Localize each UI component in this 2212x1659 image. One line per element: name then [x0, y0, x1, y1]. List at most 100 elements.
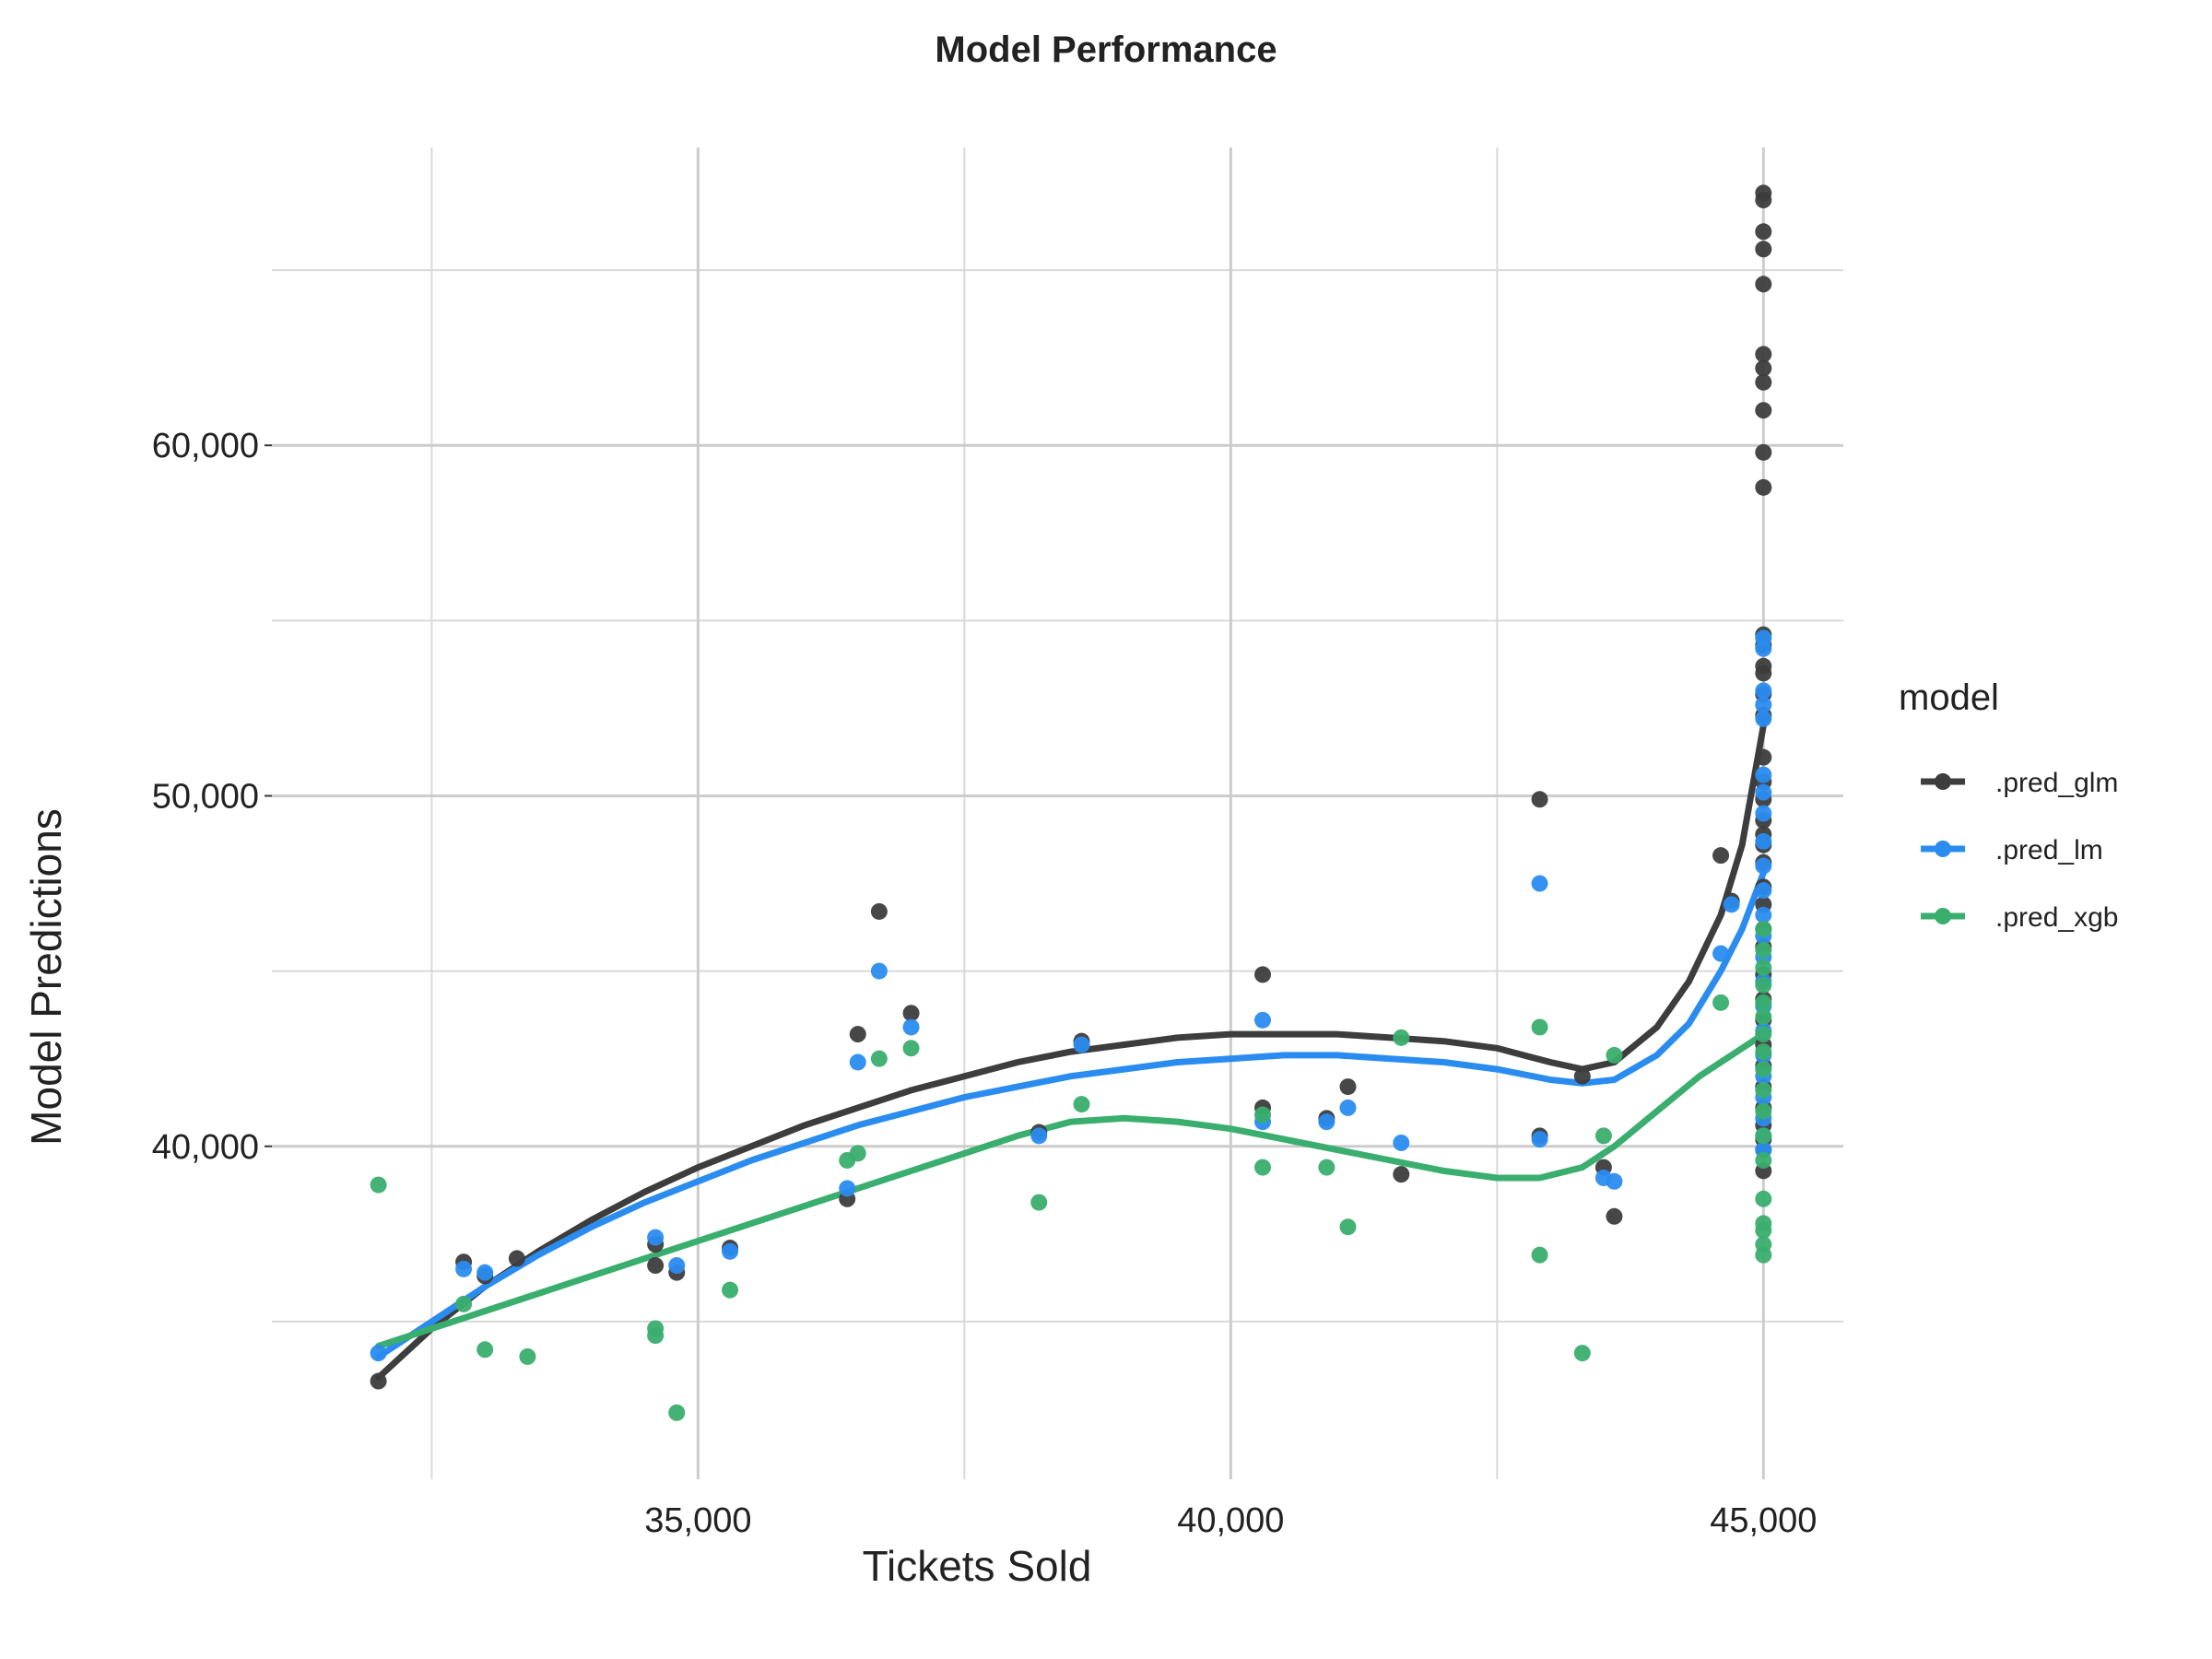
x-axis: 35,000 40,000 45,000: [644, 1501, 1817, 1540]
point-pred_glm: [1755, 192, 1772, 209]
point-pred_xgb: [1755, 959, 1772, 976]
point-pred_glm: [1755, 373, 1772, 391]
smooth-line-pred_lm: [375, 869, 1767, 1360]
point-pred_xgb: [1712, 994, 1730, 1011]
legend-key-point-pred_glm: [1935, 773, 1951, 790]
point-pred_xgb: [1755, 920, 1772, 937]
point-pred_xgb: [1755, 994, 1772, 1011]
legend-key-point-pred_xgb: [1935, 908, 1951, 924]
point-pred_xgb: [902, 1040, 920, 1057]
point-pred_xgb: [1755, 941, 1772, 959]
x-tick-label: 35,000: [644, 1501, 751, 1540]
point-pred_xgb: [1755, 1026, 1772, 1043]
point-pred_xgb: [1755, 976, 1772, 994]
point-pred_xgb: [477, 1341, 494, 1359]
point-pred_lm: [370, 1345, 387, 1362]
point-pred_lm: [1755, 783, 1772, 801]
point-pred_xgb: [1339, 1218, 1357, 1236]
point-pred_glm: [1755, 402, 1772, 419]
point-pred_lm: [1318, 1113, 1335, 1131]
point-pred_xgb: [1606, 1046, 1623, 1064]
point-pred_xgb: [849, 1145, 866, 1162]
point-pred_glm: [1712, 847, 1730, 865]
point-pred_lm: [1755, 805, 1772, 822]
point-pred_glm: [1755, 748, 1772, 766]
x-axis-title: Tickets Sold: [863, 1542, 1092, 1590]
point-pred_xgb: [1755, 1151, 1772, 1169]
point-pred_xgb: [1254, 1159, 1272, 1176]
point-pred_lm: [849, 1053, 866, 1071]
point-pred_xgb: [1755, 1102, 1772, 1120]
point-pred_lm: [1755, 640, 1772, 657]
legend-title: model: [1899, 677, 1999, 718]
point-pred_xgb: [1531, 1246, 1548, 1264]
point-pred_glm: [508, 1250, 525, 1267]
smooth-lines: [375, 722, 1767, 1382]
point-pred_lm: [1531, 1131, 1548, 1148]
point-pred_xgb: [1755, 1246, 1772, 1264]
point-pred_xgb: [370, 1176, 387, 1194]
y-tick-label: 40,000: [152, 1128, 259, 1167]
gridlines: [272, 147, 1843, 1479]
point-pred_glm: [870, 902, 888, 920]
point-pred_lm: [1254, 1011, 1272, 1029]
point-pred_xgb: [1254, 1106, 1272, 1124]
point-pred_lm: [1755, 832, 1772, 850]
point-pred_lm: [668, 1257, 686, 1275]
point-pred_lm: [647, 1229, 665, 1246]
point-pred_glm: [1531, 791, 1548, 808]
point-pred_lm: [870, 962, 888, 980]
point-pred_xgb: [1755, 1222, 1772, 1240]
point-pred_glm: [1755, 223, 1772, 241]
point-pred_lm: [1755, 766, 1772, 783]
point-pred_glm: [849, 1026, 866, 1043]
point-pred_xgb: [1755, 1127, 1772, 1145]
point-pred_lm: [1339, 1099, 1357, 1116]
point-pred_lm: [1073, 1036, 1090, 1053]
point-pred_lm: [722, 1242, 739, 1260]
legend-label-pred_lm: .pred_lm: [1995, 835, 2103, 865]
point-pred_lm: [1030, 1127, 1048, 1145]
point-pred_lm: [1606, 1172, 1623, 1190]
point-pred_glm: [1339, 1078, 1357, 1096]
point-pred_xgb: [1755, 1061, 1772, 1078]
scatter-points: [370, 184, 1772, 1421]
point-pred_glm: [1755, 478, 1772, 496]
point-pred_glm: [1755, 443, 1772, 461]
point-pred_glm: [1755, 346, 1772, 363]
point-pred_xgb: [1531, 1018, 1548, 1036]
point-pred_glm: [1755, 241, 1772, 258]
point-pred_lm: [1755, 710, 1772, 727]
point-pred_glm: [647, 1257, 665, 1275]
point-pred_glm: [1393, 1166, 1410, 1183]
point-pred_xgb: [1073, 1096, 1090, 1113]
point-pred_glm: [1573, 1067, 1591, 1085]
point-pred_glm: [1606, 1207, 1623, 1225]
point-pred_lm: [1755, 882, 1772, 900]
y-tick-label: 60,000: [152, 427, 259, 465]
point-pred_lm: [1531, 875, 1548, 892]
point-pred_xgb: [1393, 1029, 1410, 1046]
point-pred_xgb: [870, 1050, 888, 1067]
point-pred_lm: [902, 1018, 920, 1036]
smooth-line-pred_xgb: [375, 1030, 1767, 1349]
point-pred_glm: [1755, 665, 1772, 682]
point-pred_lm: [455, 1260, 473, 1277]
point-pred_lm: [1755, 682, 1772, 700]
legend-label-pred_glm: .pred_glm: [1995, 768, 2118, 798]
point-pred_glm: [1755, 276, 1772, 293]
point-pred_xgb: [519, 1347, 536, 1365]
point-pred_glm: [1755, 359, 1772, 377]
point-pred_glm: [1254, 966, 1272, 983]
point-pred_lm: [477, 1264, 494, 1281]
point-pred_xgb: [455, 1295, 473, 1312]
point-pred_lm: [1755, 906, 1772, 924]
y-axis-title: Model Predictions: [22, 808, 70, 1146]
point-pred_xgb: [668, 1404, 686, 1421]
point-pred_xgb: [1030, 1194, 1048, 1211]
point-pred_xgb: [1755, 1043, 1772, 1061]
point-pred_xgb: [1318, 1159, 1335, 1176]
chart-title: Model Performance: [935, 29, 1277, 70]
legend: model .pred_glm .pred_lm .pred_xgb: [1899, 677, 2118, 933]
